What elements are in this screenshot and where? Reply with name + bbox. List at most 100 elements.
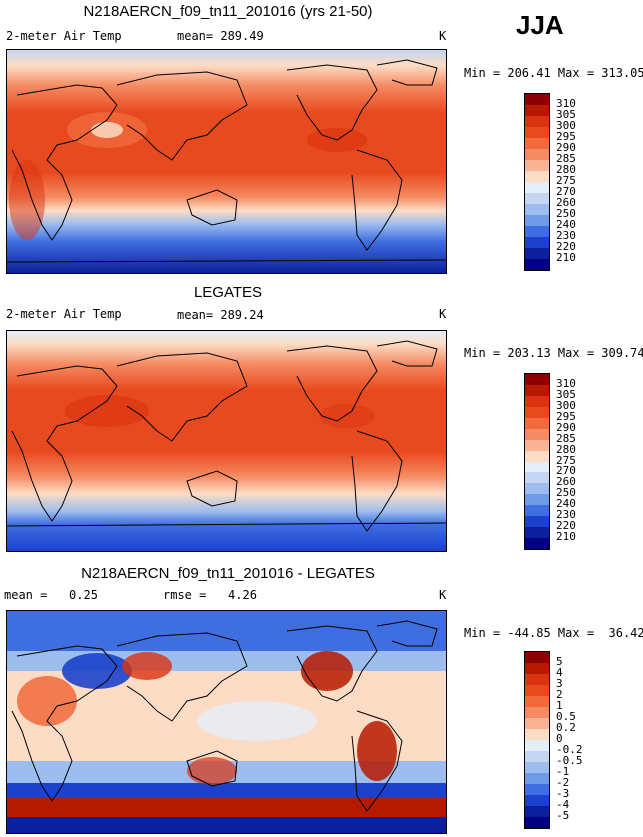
colorbar-tick-label: 300: [556, 398, 576, 412]
colorbar-tick-label: 280: [556, 442, 576, 456]
colorbar-swatch: [525, 94, 549, 105]
colorbar-tick-label: 270: [556, 185, 576, 198]
colorbar-tick-label: 310: [556, 97, 576, 110]
panel-3-mean-label: mean = 0.25: [4, 588, 98, 602]
panel-3-map: [6, 610, 447, 834]
colorbar-swatch: [525, 193, 549, 204]
panel-1-min-max: Min = 206.41 Max = 313.05: [464, 66, 643, 80]
colorbar-swatch: [525, 505, 549, 517]
colorbar-tick-label: -2: [556, 776, 570, 789]
colorbar-tick-label: 210: [556, 530, 576, 544]
colorbar-swatch: [525, 149, 549, 160]
panel-3-min-max: Min = -44.85 Max = 36.42: [464, 626, 643, 640]
colorbar-swatch: [525, 718, 549, 729]
colorbar-tick-label: -0.2: [556, 743, 583, 756]
panel-1-map: [6, 49, 447, 274]
colorbar-tick-label: 230: [556, 508, 576, 522]
colorbar-tick-label: 3: [556, 677, 563, 690]
colorbar-tick-label: 250: [556, 207, 576, 220]
colorbar-swatch: [525, 707, 549, 718]
colorbar-tick-label: 310: [556, 376, 576, 390]
colorbar-swatch: [525, 652, 549, 663]
colorbar-swatch: [525, 696, 549, 707]
panel-2-field: [7, 331, 446, 551]
colorbar-swatch: [525, 248, 549, 259]
colorbar-tick-label: 210: [556, 251, 576, 264]
panel-1-field: [7, 50, 446, 273]
colorbar-swatch: [525, 729, 549, 740]
panel-1-colorbar: [524, 93, 550, 271]
colorbar-tick-label: 275: [556, 453, 576, 467]
season-label: JJA: [516, 10, 564, 40]
colorbar-tick-label: 220: [556, 240, 576, 253]
colorbar-swatch: [525, 751, 549, 762]
colorbar-tick-label: 2: [556, 688, 563, 701]
panel-2-title: LEGATES: [193, 284, 263, 301]
panel-3-title: N218AERCN_f09_tn11_201016 - LEGATES: [81, 565, 375, 582]
panel-3-rmse-label: rmse = 4.26: [163, 588, 257, 602]
colorbar-tick-label: 240: [556, 497, 576, 511]
colorbar-tick-label: -5: [556, 809, 570, 822]
colorbar-swatch: [525, 417, 549, 429]
colorbar-swatch: [525, 374, 549, 385]
colorbar-swatch: [525, 795, 549, 806]
colorbar-swatch: [525, 516, 549, 528]
colorbar-tick-label: 220: [556, 519, 576, 533]
colorbar-tick-label: 250: [556, 486, 576, 500]
colorbar-tick-label: -4: [556, 798, 570, 811]
colorbar-swatch: [525, 105, 549, 116]
colorbar-tick-label: 260: [556, 196, 576, 209]
panel-1-left-label: 2-meter Air Temp: [6, 29, 122, 43]
colorbar-tick-label: 0.5: [556, 710, 576, 723]
colorbar-tick-label: 305: [556, 387, 576, 401]
colorbar-swatch: [525, 182, 549, 193]
colorbar-swatch: [525, 204, 549, 215]
colorbar-swatch: [525, 663, 549, 674]
colorbar-swatch: [525, 226, 549, 237]
colorbar-swatch: [525, 116, 549, 127]
colorbar-swatch: [525, 483, 549, 495]
colorbar-tick-label: 290: [556, 420, 576, 434]
panel-3-units-label: K: [439, 588, 447, 602]
colorbar-tick-label: 4: [556, 666, 563, 679]
colorbar-swatch: [525, 160, 549, 171]
panel-2-min-max: Min = 203.13 Max = 309.74: [464, 346, 643, 360]
colorbar-swatch: [525, 395, 549, 407]
colorbar-tick-label: -0.5: [556, 754, 583, 767]
colorbar-swatch: [525, 406, 549, 418]
colorbar-swatch: [525, 817, 549, 828]
panel-1-units-label: K: [439, 29, 447, 43]
colorbar-swatch: [525, 215, 549, 226]
panel-3-field: [7, 611, 446, 833]
colorbar-swatch: [525, 773, 549, 784]
panel-2-units-label: K: [439, 307, 447, 321]
panel-3-colorbar: [524, 651, 550, 829]
panel-2-colorbar-cells: [525, 374, 549, 549]
colorbar-swatch: [525, 494, 549, 506]
colorbar-tick-label: 230: [556, 229, 576, 242]
panel-2-map: [6, 330, 447, 552]
colorbar-swatch: [525, 527, 549, 539]
panel-2-left-label: 2-meter Air Temp: [6, 307, 122, 321]
colorbar-swatch: [525, 740, 549, 751]
colorbar-swatch: [525, 538, 549, 549]
colorbar-tick-label: 0.2: [556, 721, 576, 734]
panel-2-colorbar: [524, 373, 550, 550]
colorbar-swatch: [525, 138, 549, 149]
colorbar-swatch: [525, 472, 549, 484]
colorbar-tick-label: 270: [556, 464, 576, 478]
colorbar-swatch: [525, 784, 549, 795]
colorbar-tick-label: -1: [556, 765, 570, 778]
colorbar-tick-label: 280: [556, 163, 576, 176]
panel-1-mean-label: mean= 289.49: [177, 29, 264, 43]
colorbar-tick-label: 240: [556, 218, 576, 231]
colorbar-swatch: [525, 762, 549, 773]
panel-1-title: N218AERCN_f09_tn11_201016 (yrs 21-50): [83, 3, 373, 20]
colorbar-swatch: [525, 171, 549, 182]
colorbar-swatch: [525, 237, 549, 248]
colorbar-tick-label: 275: [556, 174, 576, 187]
colorbar-tick-label: 305: [556, 108, 576, 121]
panel-3-colorbar-cells: [525, 652, 549, 828]
colorbar-swatch: [525, 439, 549, 451]
colorbar-swatch: [525, 450, 549, 462]
